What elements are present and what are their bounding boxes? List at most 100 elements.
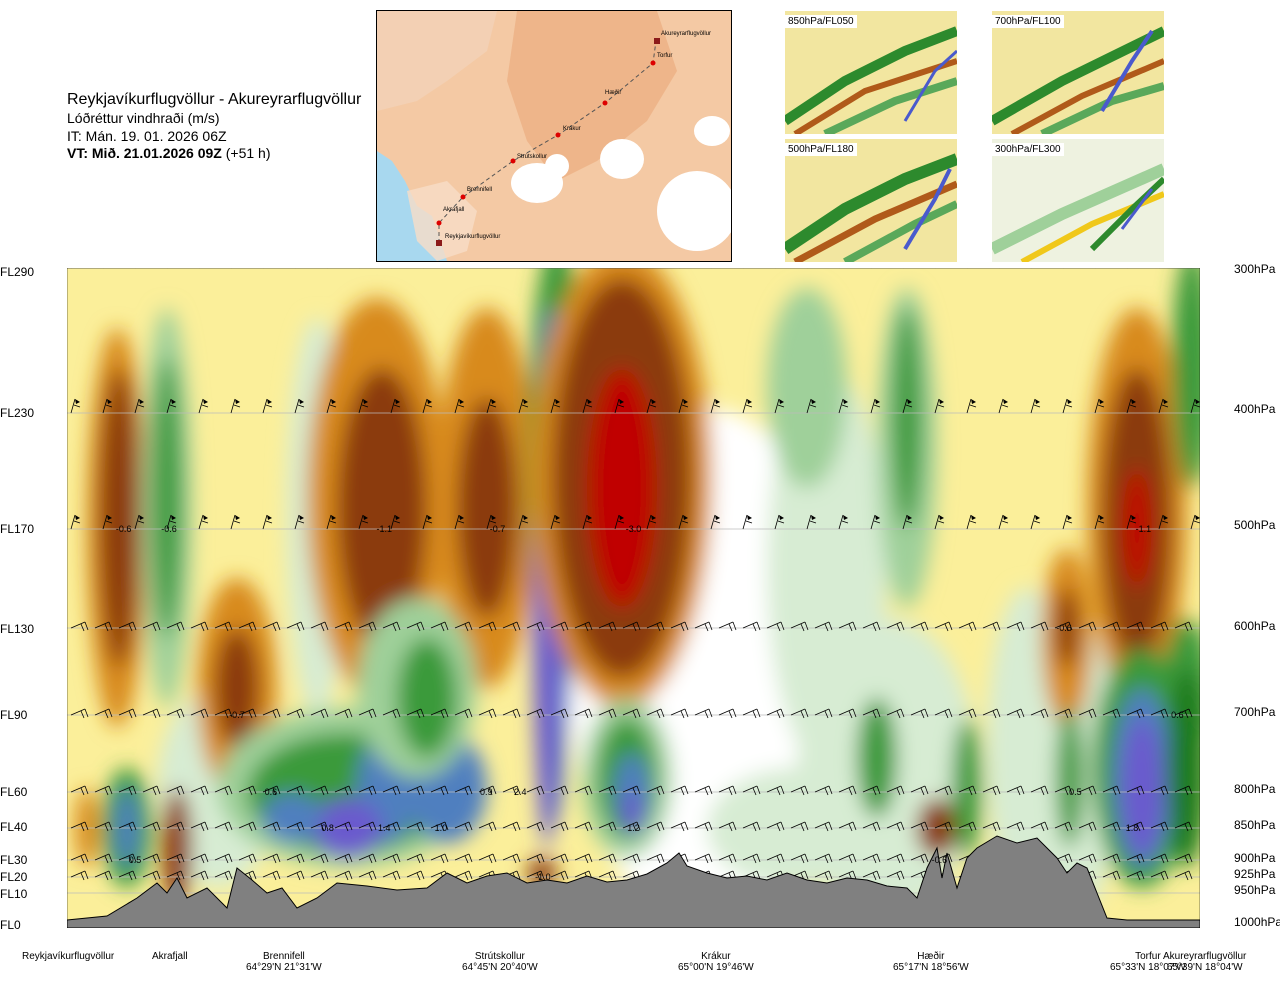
wind-barb-flag <box>491 515 496 520</box>
wind-barb-feather <box>876 621 881 631</box>
thumbnail-700hpa[interactable]: 700hPa/FL100 <box>992 11 1164 134</box>
wind-barb-staff <box>982 708 998 716</box>
wind-barb-feather <box>924 621 929 631</box>
wind-barb <box>454 514 465 530</box>
wind-barb-feather <box>1092 621 1097 631</box>
wind-barb <box>1126 821 1145 832</box>
wind-barb-feather <box>1064 710 1069 719</box>
wind-barb-feather <box>1088 787 1093 796</box>
wind-barb-feather <box>776 823 781 832</box>
wind-barb-staff <box>166 785 182 793</box>
wind-barb-staff <box>886 870 902 878</box>
velocity-contour <box>152 358 182 638</box>
wind-barb-feather <box>392 623 397 632</box>
wind-barb-feather <box>728 710 733 719</box>
wind-barb-feather <box>540 621 545 631</box>
wind-barb-staff <box>70 621 86 629</box>
wind-barb <box>422 514 433 530</box>
thumbnail-850hpa[interactable]: 850hPa/FL050 <box>785 11 957 134</box>
wind-barb-staff <box>166 870 182 878</box>
wind-barb <box>870 514 881 530</box>
wind-barb-feather <box>1184 710 1189 719</box>
wind-barb-staff <box>198 398 204 414</box>
wind-barb <box>502 821 521 832</box>
wind-barb-feather <box>368 787 373 796</box>
wind-barb-feather <box>852 870 857 880</box>
wind-barb <box>358 514 369 530</box>
wind-barb-staff <box>1174 708 1190 716</box>
wind-barb-staff <box>1126 821 1142 829</box>
wind-barb-staff <box>430 870 446 878</box>
wind-barb-feather <box>468 853 473 863</box>
wind-barb <box>1102 621 1121 632</box>
wind-barb-feather <box>368 623 373 632</box>
wind-barb-feather <box>560 855 565 864</box>
wind-barb <box>742 514 753 530</box>
wind-barb-feather <box>752 623 757 632</box>
wind-barb-flag <box>555 515 560 520</box>
wind-barb <box>190 621 209 632</box>
velocity-contour <box>162 788 192 908</box>
wind-barb <box>238 853 257 864</box>
wind-barb-feather <box>224 710 229 719</box>
wind-barb-staff <box>358 621 374 629</box>
wind-barb-feather <box>180 853 185 863</box>
wind-barb-feather <box>1184 855 1189 864</box>
wind-barb <box>70 821 89 832</box>
wind-barb-feather <box>920 710 925 719</box>
left-axis-label: FL130 <box>0 622 35 636</box>
wind-barb <box>1126 853 1145 864</box>
wind-barb-feather <box>1040 710 1045 719</box>
wind-barb-feather <box>1160 787 1165 796</box>
wind-barb-feather <box>444 821 449 831</box>
wind-barb <box>622 708 641 719</box>
wind-barb-feather <box>617 404 625 408</box>
wind-barb <box>1030 821 1049 832</box>
wind-barb-staff <box>1094 514 1100 530</box>
wind-barb-staff <box>502 708 518 716</box>
wind-barb-feather <box>680 787 685 796</box>
wind-barb <box>998 398 1009 414</box>
wind-barb-flag <box>203 399 208 404</box>
wind-barb-staff <box>454 514 460 530</box>
wind-barb-staff <box>478 821 494 829</box>
contour-value-label: -0.7 <box>490 524 506 534</box>
wind-barb <box>678 514 689 530</box>
thumbnail-500hpa[interactable]: 500hPa/FL180 <box>785 139 957 262</box>
wind-barb-feather <box>180 785 185 795</box>
thumbnail-300hpa[interactable]: 300hPa/FL300 <box>992 139 1164 262</box>
wind-barb <box>230 514 241 530</box>
wind-barb <box>70 870 89 881</box>
wind-barb-feather <box>492 708 497 718</box>
wind-barb-feather <box>1188 870 1193 880</box>
wind-barb-feather <box>156 785 161 795</box>
wind-barb-staff <box>1126 514 1132 530</box>
wind-barb-feather <box>464 855 469 864</box>
wind-barb-feather <box>944 787 949 796</box>
wind-barb-feather <box>224 787 229 796</box>
wind-barb <box>814 621 833 632</box>
wind-barb-feather <box>996 708 1001 718</box>
wind-barb-feather <box>804 708 809 718</box>
wind-barb-flag <box>1099 515 1104 520</box>
wind-barb <box>1030 708 1049 719</box>
wind-barb <box>406 708 425 719</box>
wind-barb-staff <box>910 708 926 716</box>
wind-barb-staff <box>646 821 662 829</box>
wind-barb-staff <box>190 785 206 793</box>
wind-barb <box>238 821 257 832</box>
wind-barb-flag <box>811 399 816 404</box>
wind-barb <box>622 621 641 632</box>
wind-barb-feather <box>201 520 209 524</box>
wind-barb-staff <box>214 821 230 829</box>
wind-barb <box>102 514 113 530</box>
wind-barb-feather <box>516 870 521 880</box>
wind-barb <box>550 621 569 632</box>
wind-barb-feather <box>320 823 325 832</box>
wind-barb-feather <box>680 623 685 632</box>
wind-barb-staff <box>862 708 878 716</box>
wind-barb <box>198 398 209 414</box>
wind-barb-staff <box>430 821 446 829</box>
wind-barb-staff <box>70 870 86 878</box>
wind-barb <box>1006 708 1025 719</box>
